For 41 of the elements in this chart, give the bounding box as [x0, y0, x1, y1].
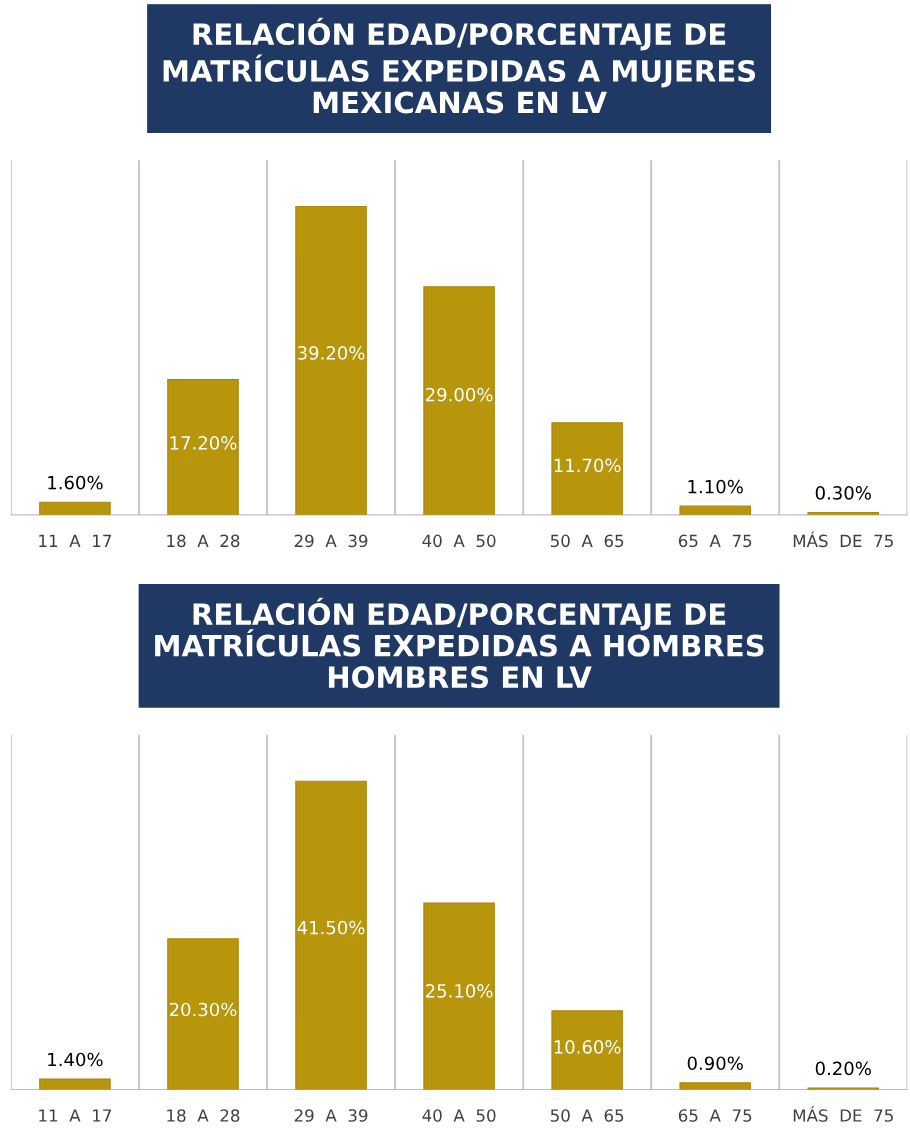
bar [167, 938, 239, 1090]
data-label: 39.20% [298, 346, 365, 360]
data-label: 0.30% [815, 486, 871, 500]
x-tick-label: MÁS DE 75 [793, 531, 893, 548]
bar [167, 379, 239, 515]
x-tick-label: 11 A 17 [39, 1109, 112, 1122]
bar [551, 1010, 623, 1090]
data-label: 41.50% [297, 920, 365, 935]
data-label: 0.90% [687, 1056, 743, 1071]
bar [423, 902, 495, 1090]
data-label: 1.40% [48, 1052, 103, 1067]
x-tick-label: 18 A 28 [167, 534, 240, 548]
x-tick-label: 50 A 65 [550, 1109, 624, 1122]
x-tick-label: 50 A 65 [550, 534, 624, 548]
x-tick-label: 65 A 75 [678, 1109, 752, 1122]
data-label: 0.20% [815, 1061, 871, 1076]
bar [39, 1078, 111, 1090]
x-tick-label: 65 A 75 [678, 534, 752, 548]
x-tick-label: 40 A 50 [422, 534, 496, 548]
bar [295, 780, 367, 1090]
data-label: 1.60% [48, 475, 103, 490]
bar [679, 1082, 751, 1090]
data-label: 20.30% [169, 1002, 237, 1017]
data-label: 1.10% [688, 479, 743, 494]
x-tick-label: 29 A 39 [294, 534, 368, 548]
data-label: 10.60% [554, 1040, 621, 1054]
x-tick-label: 40 A 50 [422, 1109, 496, 1122]
bar [551, 422, 623, 515]
chart-title: RELACIÓN EDAD/PORCENTAJE DE MATRÍCULAS EXPEDIDAS A MUJERES MEXICANAS EN LV [163, 17, 756, 114]
x-tick-label: 11 A 17 [39, 534, 112, 547]
bar [423, 286, 495, 515]
x-tick-label: 18 A 28 [167, 1109, 240, 1122]
data-label: 11.70% [554, 458, 621, 473]
chart-title: RELACIÓN EDAD/PORCENTAJE DE MATRÍCULAS EXPEDIDAS A HOMBRES HOMBRES EN LV [155, 597, 764, 689]
bar [295, 206, 367, 515]
data-label: 25.10% [426, 984, 493, 998]
x-tick-label: 29 A 39 [294, 1109, 368, 1122]
data-label: 29.00% [426, 387, 493, 402]
data-label: 17.20% [170, 436, 237, 450]
x-tick-label: MÁS DE 75 [793, 1106, 893, 1122]
bar [39, 501, 111, 515]
